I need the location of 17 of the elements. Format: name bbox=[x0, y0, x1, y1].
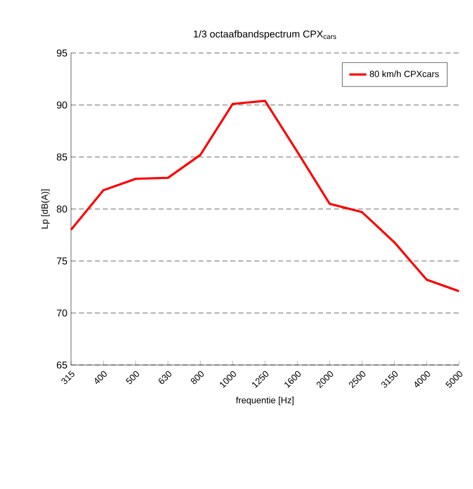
legend-label: 80 km/h CPXcars bbox=[370, 70, 439, 78]
x-tick-label: 500 bbox=[126, 371, 139, 384]
x-tick-label: 400 bbox=[94, 371, 107, 384]
line-series bbox=[70, 100, 460, 292]
y-tick-label: 70 bbox=[56, 309, 68, 317]
x-axis-title: frequentie [Hz] bbox=[236, 396, 294, 406]
y-tick-label: 65 bbox=[56, 361, 68, 369]
y-tick-label: 90 bbox=[56, 101, 68, 109]
y-tick-label: 80 bbox=[56, 205, 68, 213]
y-tick-label: 85 bbox=[56, 153, 68, 161]
y-tick-label: 95 bbox=[56, 49, 68, 57]
y-axis-title: Lp [dB(A)] bbox=[41, 189, 50, 228]
x-tick-label: 315 bbox=[61, 370, 74, 384]
chart-title: 1/3 octaafbandspectrum CPX$_{cars}$ bbox=[194, 30, 336, 40]
x-tick-label: 630 bbox=[158, 371, 172, 384]
x-tick-label: 800 bbox=[190, 371, 204, 384]
y-tick-label: 75 bbox=[56, 258, 68, 264]
